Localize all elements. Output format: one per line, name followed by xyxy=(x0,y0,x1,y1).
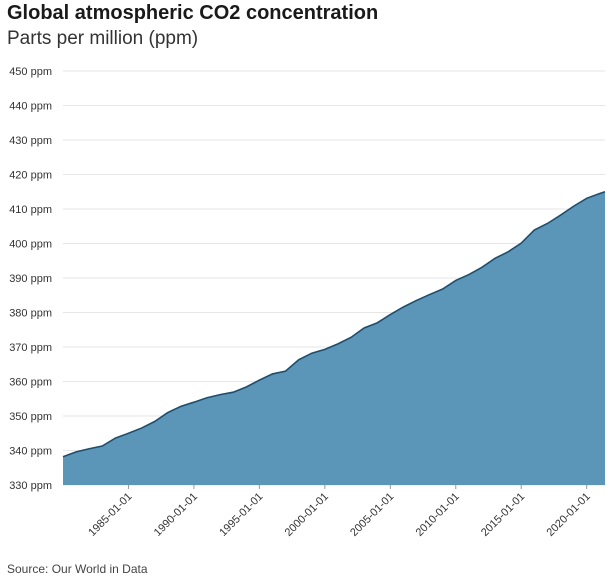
y-tick-label: 400 ppm xyxy=(9,239,52,251)
y-tick-label: 340 ppm xyxy=(9,446,52,458)
chart-subtitle: Parts per million (ppm) xyxy=(7,28,199,49)
y-axis: 330 ppm 340 ppm 350 ppm 360 ppm 370 ppm 380 p… xyxy=(9,66,52,492)
chart-title: Global atmospheric CO2 concentration xyxy=(7,2,379,24)
x-tick-label: 2005-01-01 xyxy=(348,491,396,539)
y-tick-label: 440 ppm xyxy=(9,101,52,113)
x-tick-label: 1990-01-01 xyxy=(152,491,200,539)
y-tick-label: 420 ppm xyxy=(9,170,52,182)
x-axis: 1985-01-01 1990-01-01 1995-01-01 2000-01-01… xyxy=(86,485,593,539)
y-tick-label: 350 ppm xyxy=(9,411,52,423)
co2-area xyxy=(63,191,605,485)
y-tick-label: 330 ppm xyxy=(9,480,52,492)
y-tick-label: 380 ppm xyxy=(9,308,52,320)
x-tick-label: 2010-01-01 xyxy=(414,491,462,539)
y-tick-label: 390 ppm xyxy=(9,273,52,285)
y-tick-label: 410 ppm xyxy=(9,204,52,216)
y-tick-label: 450 ppm xyxy=(9,66,52,78)
y-tick-label: 370 ppm xyxy=(9,342,52,354)
x-tick-label: 2000-01-01 xyxy=(283,491,331,539)
co2-area-chart: 330 ppm 340 ppm 350 ppm 360 ppm 370 ppm 380 p… xyxy=(9,66,606,539)
x-tick-label: 2020-01-01 xyxy=(545,491,593,539)
area-layer xyxy=(62,190,606,485)
source-note: Source: Our World in Data xyxy=(7,562,148,576)
x-tick-label: 2015-01-01 xyxy=(479,491,527,539)
co2-line xyxy=(62,190,606,458)
x-tick-label: 1985-01-01 xyxy=(86,491,134,539)
x-tick-label: 1995-01-01 xyxy=(217,491,265,539)
y-tick-label: 430 ppm xyxy=(9,135,52,147)
y-tick-label: 360 ppm xyxy=(9,377,52,389)
